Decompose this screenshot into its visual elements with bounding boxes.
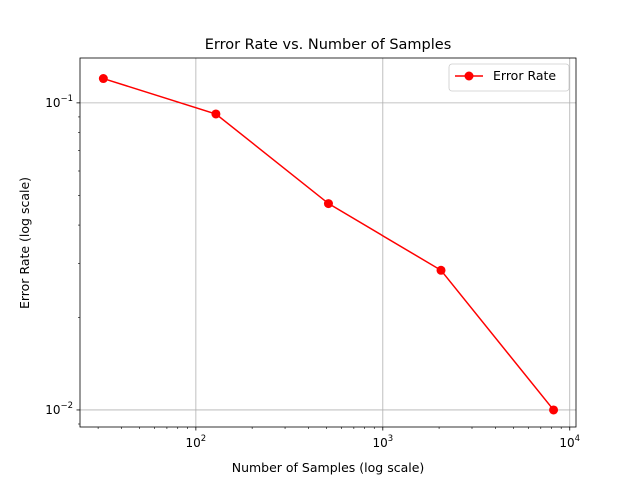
chart-title: Error Rate vs. Number of Samples [205, 37, 452, 53]
x-tick-label: 104 [559, 434, 580, 450]
y-tick-label: 10−2 [45, 401, 73, 417]
x-tick-label: 103 [372, 434, 393, 450]
y-tick-label: 10−1 [45, 94, 73, 110]
data-point [98, 74, 108, 84]
x-axis-label: Number of Samples (log scale) [232, 460, 425, 475]
tick-labels: 102 103 104 10−2 10−1 [45, 94, 580, 450]
major-ticks [76, 102, 571, 431]
data-point [211, 109, 221, 119]
data-point [549, 405, 559, 415]
plot-frame [79, 57, 577, 428]
grid-lines [80, 58, 576, 427]
data-point [323, 199, 333, 209]
legend-label: Error Rate [493, 68, 556, 83]
data-point [436, 265, 446, 275]
series-layer [98, 74, 559, 415]
legend-box [448, 63, 570, 92]
legend-marker-swatch [464, 71, 474, 81]
y-axis-label: Error Rate (log scale) [17, 177, 32, 309]
x-tick-label: 102 [186, 434, 207, 450]
legend: Error Rate [448, 63, 570, 92]
